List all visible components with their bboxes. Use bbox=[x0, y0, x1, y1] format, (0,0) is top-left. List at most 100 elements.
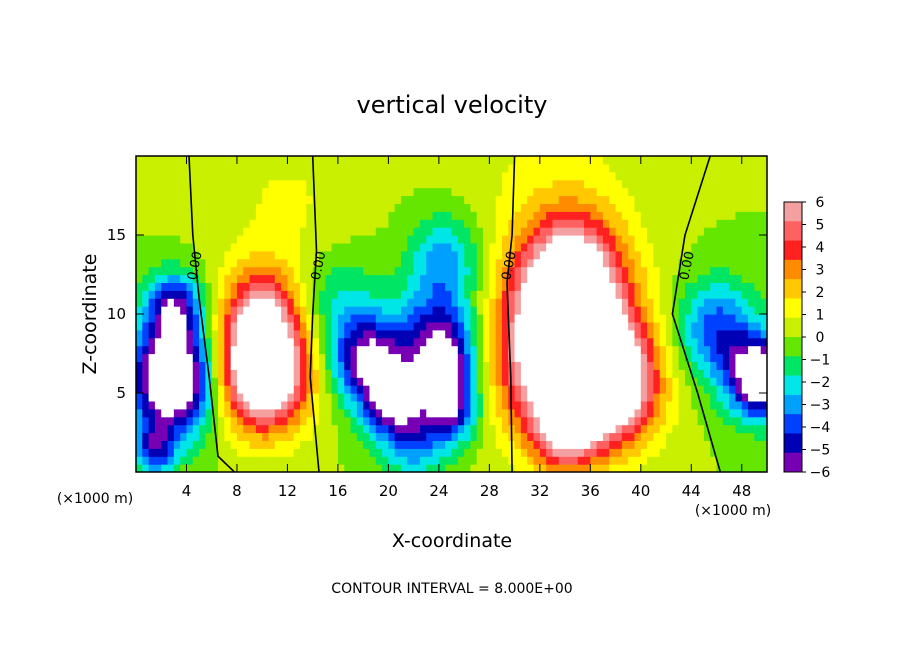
heatmap-cell bbox=[186, 242, 194, 252]
heatmap-cell bbox=[489, 456, 497, 465]
heatmap-cell bbox=[350, 416, 358, 426]
heatmap-cell bbox=[552, 282, 560, 291]
heatmap-cell bbox=[350, 329, 358, 339]
heatmap-cell bbox=[501, 345, 509, 355]
heatmap-cell bbox=[224, 156, 232, 165]
heatmap-cell bbox=[697, 424, 705, 434]
heatmap-cell bbox=[350, 187, 358, 197]
heatmap-cell bbox=[306, 290, 314, 299]
heatmap-cell bbox=[640, 424, 648, 434]
heatmap-cell bbox=[173, 156, 181, 165]
heatmap-cell bbox=[678, 400, 686, 410]
heatmap-cell bbox=[274, 203, 282, 212]
heatmap-cell bbox=[710, 416, 718, 426]
heatmap-cell bbox=[451, 416, 459, 426]
heatmap-cell bbox=[211, 187, 219, 197]
heatmap-cell bbox=[741, 329, 749, 339]
heatmap-cell bbox=[476, 242, 484, 252]
heatmap-cell bbox=[533, 306, 541, 315]
heatmap-cell bbox=[142, 448, 150, 457]
heatmap-cell bbox=[647, 464, 655, 472]
heatmap-cell bbox=[401, 203, 408, 212]
heatmap-cell bbox=[344, 211, 352, 220]
heatmap-cell bbox=[363, 314, 371, 323]
heatmap-cell bbox=[546, 203, 554, 212]
heatmap-cell bbox=[350, 448, 358, 457]
heatmap-cell bbox=[716, 306, 724, 315]
heatmap-cell bbox=[470, 345, 478, 355]
heatmap-cell bbox=[716, 321, 724, 331]
heatmap-cell bbox=[287, 242, 295, 252]
heatmap-cell bbox=[457, 195, 465, 204]
heatmap-cell bbox=[508, 314, 516, 323]
heatmap-cell bbox=[596, 266, 604, 276]
heatmap-cell bbox=[356, 369, 364, 378]
heatmap-cell bbox=[716, 393, 724, 402]
heatmap-cell bbox=[350, 156, 358, 165]
heatmap-cell bbox=[236, 306, 244, 315]
heatmap-cell bbox=[438, 464, 446, 472]
heatmap-cell bbox=[167, 432, 175, 441]
colorbar-swatch bbox=[784, 221, 802, 241]
heatmap-cell bbox=[609, 290, 617, 299]
heatmap-cell bbox=[703, 416, 711, 426]
heatmap-cell bbox=[666, 416, 673, 426]
heatmap-cell bbox=[464, 314, 472, 323]
heatmap-cell bbox=[539, 345, 547, 355]
heatmap-cell bbox=[199, 298, 207, 307]
heatmap-cell bbox=[230, 274, 238, 283]
heatmap-cell bbox=[457, 282, 465, 291]
heatmap-cell bbox=[224, 464, 232, 472]
heatmap-cell bbox=[735, 195, 743, 204]
heatmap-cell bbox=[293, 400, 301, 410]
heatmap-cell bbox=[306, 163, 314, 173]
heatmap-cell bbox=[539, 329, 547, 339]
heatmap-cell bbox=[218, 298, 225, 307]
heatmap-cell bbox=[703, 171, 711, 181]
heatmap-cell bbox=[325, 235, 333, 244]
heatmap-cell bbox=[628, 385, 636, 394]
heatmap-cell bbox=[148, 424, 156, 434]
heatmap-cell bbox=[344, 369, 352, 378]
heatmap-cell bbox=[653, 329, 661, 339]
heatmap-cell bbox=[331, 416, 339, 426]
heatmap-cell bbox=[419, 337, 427, 347]
heatmap-cell bbox=[741, 385, 749, 394]
heatmap-cell bbox=[584, 321, 591, 331]
heatmap-cell bbox=[306, 274, 314, 283]
heatmap-cell bbox=[293, 440, 301, 449]
heatmap-cell bbox=[552, 408, 560, 418]
heatmap-cell bbox=[136, 258, 143, 268]
heatmap-cell bbox=[426, 250, 434, 260]
heatmap-cell bbox=[230, 369, 238, 378]
heatmap-cell bbox=[489, 424, 497, 434]
heatmap-cell bbox=[312, 448, 320, 457]
heatmap-cell bbox=[615, 258, 623, 268]
heatmap-cell bbox=[281, 163, 289, 173]
heatmap-cell bbox=[565, 314, 572, 323]
heatmap-cell bbox=[508, 171, 516, 181]
heatmap-cell bbox=[306, 298, 314, 307]
heatmap-cell bbox=[571, 432, 579, 441]
heatmap-cell bbox=[464, 353, 472, 362]
heatmap-cell bbox=[218, 321, 225, 331]
heatmap-cell bbox=[710, 400, 718, 410]
heatmap-cell bbox=[148, 306, 156, 315]
heatmap-cell bbox=[363, 369, 371, 378]
heatmap-cell bbox=[211, 171, 219, 181]
heatmap-cell bbox=[653, 195, 661, 204]
heatmap-cell bbox=[476, 219, 484, 228]
heatmap-cell bbox=[514, 393, 522, 402]
heatmap-cell bbox=[432, 329, 440, 339]
heatmap-cell bbox=[136, 298, 143, 307]
heatmap-cell bbox=[684, 227, 692, 236]
heatmap-cell bbox=[161, 227, 169, 236]
heatmap-cell bbox=[318, 416, 326, 426]
heatmap-cell bbox=[148, 408, 156, 418]
heatmap-cell bbox=[527, 242, 535, 252]
heatmap-cell bbox=[552, 393, 560, 402]
heatmap-cell bbox=[527, 361, 535, 370]
heatmap-cell bbox=[476, 195, 484, 204]
heatmap-cell bbox=[167, 385, 175, 394]
heatmap-cell bbox=[300, 179, 307, 189]
